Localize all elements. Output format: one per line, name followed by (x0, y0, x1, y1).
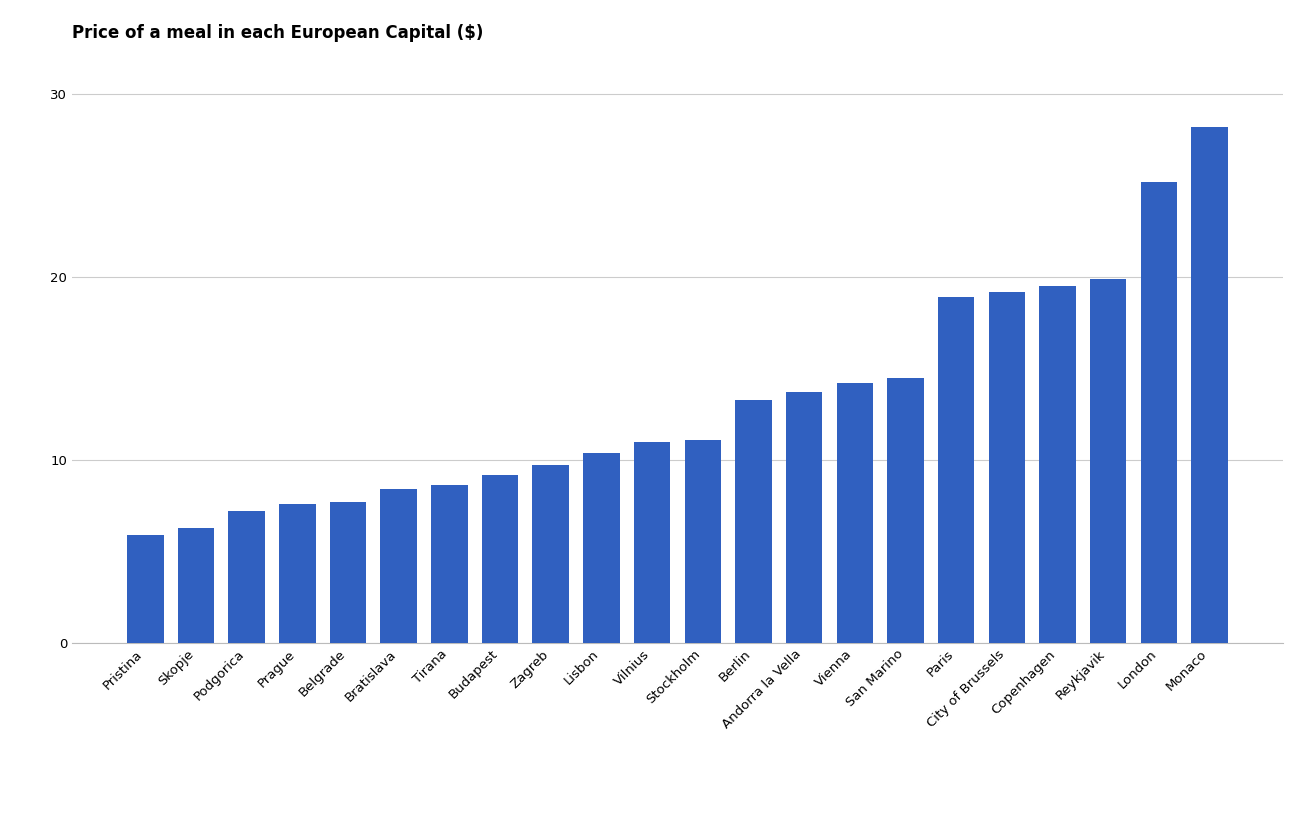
Bar (127, 535, 164, 643)
Bar (1090, 279, 1127, 643)
Bar (381, 489, 418, 643)
Bar (1039, 286, 1076, 643)
Bar (228, 511, 264, 643)
Bar (785, 392, 822, 643)
Bar (178, 527, 215, 643)
Bar (634, 442, 670, 643)
Bar (1140, 182, 1177, 643)
Bar (279, 503, 315, 643)
Bar (937, 297, 974, 643)
Bar (988, 292, 1025, 643)
Bar (736, 400, 772, 643)
Bar (583, 452, 619, 643)
Bar (330, 502, 367, 643)
Bar (431, 485, 467, 643)
Text: Price of a meal in each European Capital ($): Price of a meal in each European Capital… (72, 24, 483, 42)
Bar (685, 440, 721, 643)
Bar (888, 377, 924, 643)
Bar (482, 475, 518, 643)
Bar (1191, 127, 1228, 643)
Bar (836, 383, 873, 643)
Bar (533, 466, 569, 643)
